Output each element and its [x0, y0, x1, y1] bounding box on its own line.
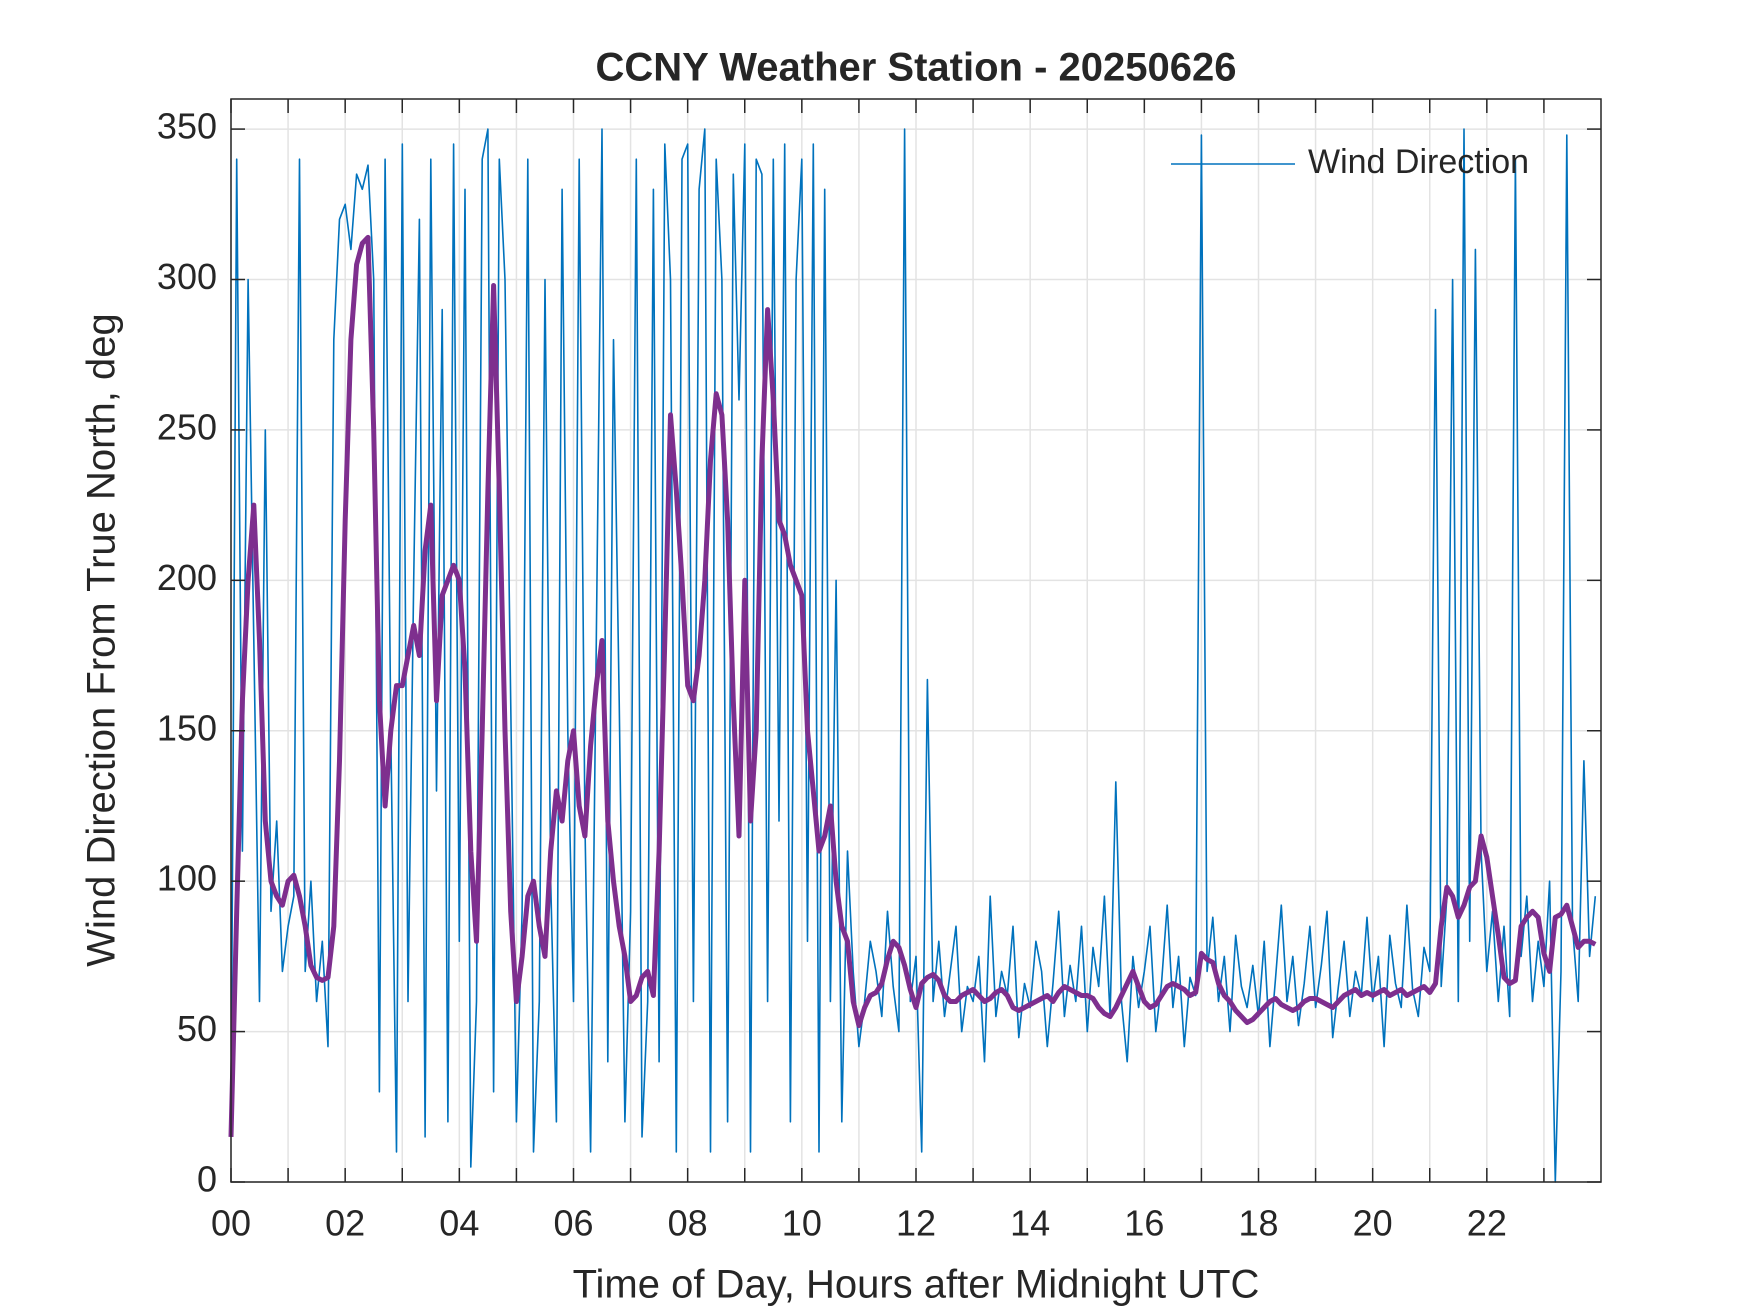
x-tick-label: 08	[668, 1203, 708, 1244]
x-tick-label: 14	[1010, 1203, 1050, 1244]
y-axis-label: Wind Direction From True North, deg	[80, 313, 124, 967]
x-tick-label: 00	[211, 1203, 251, 1244]
x-tick-label: 20	[1353, 1203, 1393, 1244]
data-line	[228, 234, 1597, 1137]
y-tick-label: 100	[157, 858, 217, 899]
x-tick-label: 16	[1124, 1203, 1164, 1244]
y-tick-label: 350	[157, 106, 217, 147]
y-tick-label: 150	[157, 707, 217, 748]
y-tick-label: 0	[197, 1159, 217, 1200]
x-tick-label: 18	[1238, 1203, 1278, 1244]
x-tick-label: 02	[325, 1203, 365, 1244]
y-tick-label: 200	[157, 557, 217, 598]
y-tick-label: 50	[177, 1008, 217, 1049]
chart-title: CCNY Weather Station - 20250626	[596, 46, 1237, 90]
data-line	[230, 128, 1597, 1183]
x-axis-label: Time of Day, Hours after Midnight UTC	[573, 1263, 1260, 1307]
x-tick-label: 06	[553, 1203, 593, 1244]
x-tick-label: 22	[1467, 1203, 1507, 1244]
y-tick-label: 300	[157, 256, 217, 297]
x-tick-label: 12	[896, 1203, 936, 1244]
y-tick-label: 250	[157, 406, 217, 447]
x-tick-label: 10	[782, 1203, 822, 1244]
x-tick-label: 04	[439, 1203, 479, 1244]
legend-label: Wind Direction	[1308, 143, 1529, 181]
